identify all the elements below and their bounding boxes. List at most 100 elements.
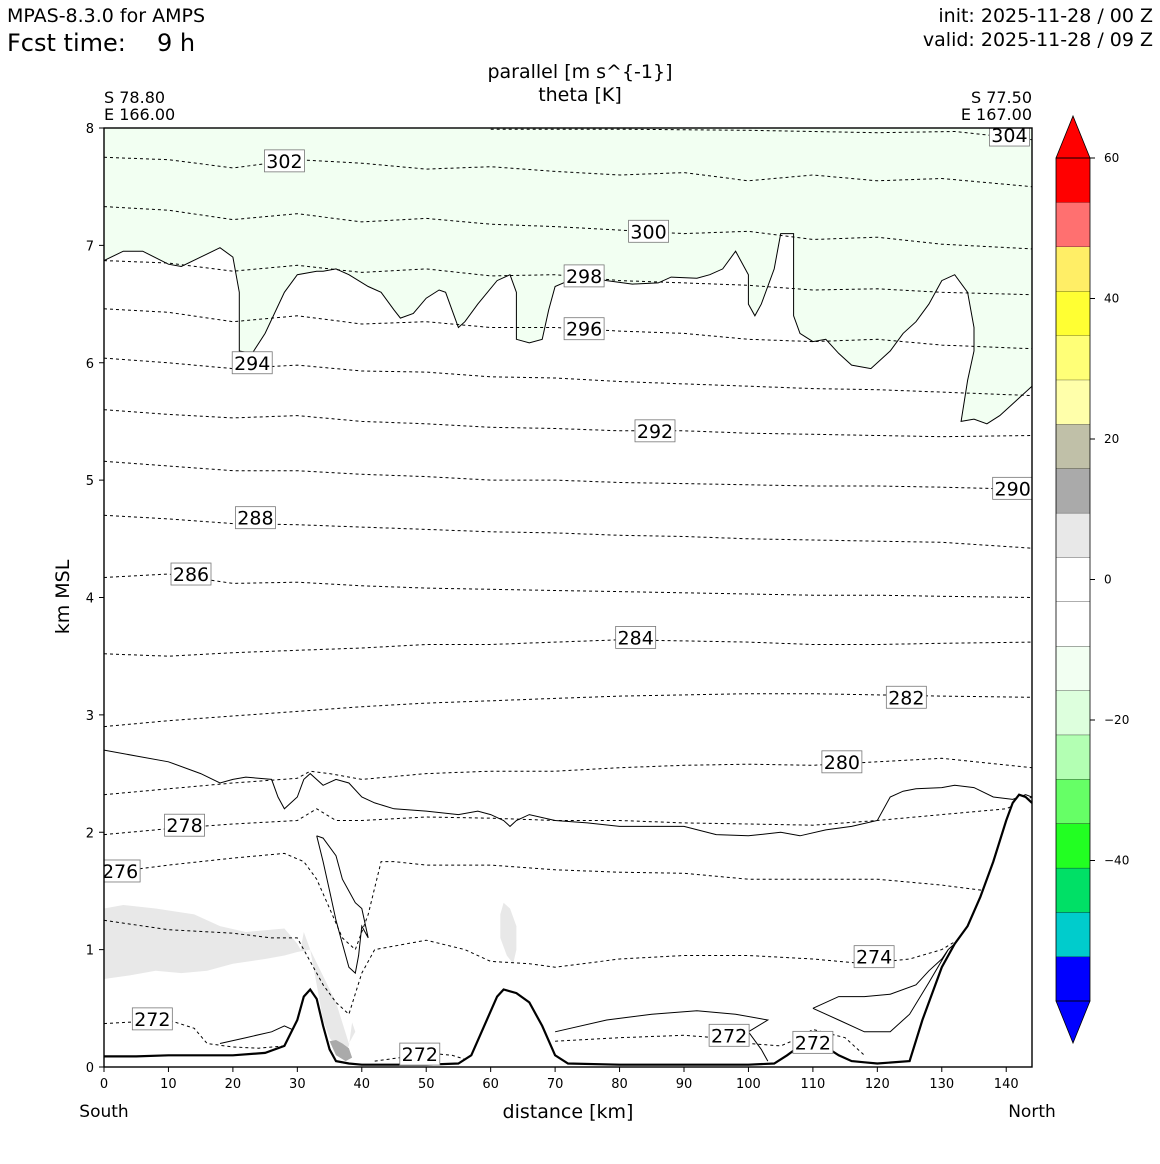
- x-tick-label-130: 130: [929, 1077, 954, 1092]
- theta-label-text: 278: [166, 815, 202, 837]
- theta-contour-276-14: [104, 852, 987, 951]
- theta-label-text: 272: [795, 1032, 831, 1054]
- theta-label-box: [821, 750, 863, 774]
- colorbar-bin-12: [1056, 424, 1090, 469]
- theta-label-box: [992, 476, 1032, 500]
- theta-label-box: [235, 506, 276, 530]
- theta-label-16: 272: [131, 1007, 173, 1031]
- theta-contour-272-18: [374, 1052, 472, 1062]
- theta-label-7: 290: [992, 476, 1032, 500]
- south-label: South: [79, 1102, 128, 1122]
- theta-contour-292-6: [104, 409, 1032, 438]
- theta-label-text: 304: [991, 125, 1027, 147]
- left-end-lon: E 166.00: [104, 105, 175, 124]
- theta-label-box: [231, 351, 273, 375]
- colorbar-bin-9: [1056, 557, 1090, 602]
- theta-label-text: 294: [234, 353, 270, 375]
- theta-contour-298-3: [104, 260, 1032, 296]
- x-tick-label-90: 90: [676, 1077, 693, 1092]
- theta-label-text: 272: [402, 1044, 438, 1066]
- y-axis-label: km MSL: [52, 559, 74, 634]
- colorbar-bin-1: [1056, 912, 1090, 957]
- x-axis-label: distance [km]: [503, 1101, 634, 1123]
- theta-contour-278-13: [104, 796, 1032, 836]
- forecast-time-value: 9 h: [157, 29, 195, 57]
- theta-label-box: [164, 813, 205, 837]
- terrain-line: [104, 793, 1032, 1066]
- theta-contour-302-1: [104, 156, 1032, 188]
- shaded-region-2: [500, 902, 517, 964]
- theta-label-box: [131, 1007, 173, 1031]
- colorbar-bin-16: [1056, 246, 1090, 292]
- theta-contour-290-7: [104, 460, 1032, 490]
- colorbar-bin-15: [1056, 291, 1090, 336]
- colorbar-bin-3: [1056, 823, 1090, 868]
- shaded-region-3: [329, 1040, 353, 1062]
- theta-label-14: 276: [102, 859, 141, 883]
- theta-label-4: 294: [231, 351, 273, 375]
- colorbar-bin-8: [1056, 601, 1090, 647]
- theta-label-6: 292: [634, 419, 676, 443]
- theta-label-10: 284: [615, 626, 657, 649]
- y-tick-label-6: 6: [86, 357, 94, 372]
- theta-label-text: 272: [134, 1009, 170, 1031]
- theta-label-1: 300: [628, 219, 669, 243]
- y-tick-label-5: 5: [86, 474, 94, 489]
- theta-label-layer: 302 300 298 296 294 304 292 290 288 286 284 282 280 2…: [102, 125, 1032, 1066]
- colorbar-bin-14: [1056, 335, 1090, 380]
- colorbar: −40 −20 0 20 40 60: [1055, 114, 1129, 1045]
- colorbar-bin-10: [1056, 512, 1090, 558]
- theta-label-17: 272: [708, 1023, 750, 1047]
- colorbar-tick-label--40: −40: [1104, 854, 1129, 868]
- north-label: North: [1008, 1102, 1056, 1122]
- model-title: MPAS-8.3.0 for AMPS: [7, 5, 205, 27]
- theta-label-box: [170, 562, 212, 586]
- colorbar-bin-2: [1056, 867, 1090, 913]
- plot-area: 302 300 298 296 294 304 292 290 288 286 284 282 280 2…: [102, 125, 1032, 1067]
- y-tick-label-1: 1: [86, 944, 94, 959]
- colorbar-bin-7: [1056, 646, 1090, 691]
- x-tick-label-60: 60: [482, 1077, 499, 1092]
- theta-contour-282-11: [104, 693, 1032, 728]
- x-tick-label-20: 20: [225, 1077, 242, 1092]
- shaded-region-1: [104, 905, 356, 1056]
- theta-label-5: 304: [989, 125, 1030, 147]
- theta-label-box: [989, 128, 1030, 147]
- forecast-time-label: Fcst time:: [7, 29, 126, 57]
- x-tick-label-40: 40: [354, 1077, 371, 1092]
- theta-label-15: 274: [853, 945, 895, 969]
- theta-label-text: 276: [102, 861, 138, 883]
- theta-label-19: 272: [399, 1042, 441, 1066]
- theta-label-text: 274: [856, 947, 892, 969]
- theta-contour-284-10: [104, 639, 1032, 657]
- theta-label-2: 298: [563, 264, 605, 288]
- theta-label-13: 278: [164, 813, 205, 837]
- x-tick-label-140: 140: [994, 1077, 1019, 1092]
- theta-label-text: 286: [173, 564, 209, 586]
- colorbar-tick-label-40: 40: [1104, 292, 1119, 306]
- theta-label-box: [563, 317, 605, 341]
- theta-label-9: 286: [170, 562, 212, 586]
- theta-label-text: 272: [711, 1025, 747, 1047]
- x-tick-label-70: 70: [547, 1077, 564, 1092]
- x-tick-label-110: 110: [800, 1077, 825, 1092]
- terrain-layer: [104, 793, 1032, 1067]
- theta-label-11: 282: [885, 685, 927, 709]
- theta-label-box: [563, 264, 605, 288]
- colorbar-bin-0: [1056, 956, 1090, 1001]
- x-tick-label-100: 100: [736, 1077, 761, 1092]
- x-tick-label-30: 30: [289, 1077, 306, 1092]
- colorbar-tick-label-60: 60: [1104, 151, 1119, 165]
- theta-label-box: [264, 149, 305, 173]
- colorbar-bin-5: [1056, 734, 1090, 780]
- theta-label-8: 288: [235, 506, 276, 530]
- chart-title-line2: theta [K]: [538, 84, 622, 106]
- theta-label-box: [399, 1042, 441, 1066]
- colorbar-bin-11: [1056, 468, 1090, 513]
- y-tick-label-4: 4: [86, 592, 94, 607]
- theta-label-box: [628, 219, 669, 243]
- colorbar-bin-18: [1056, 158, 1090, 203]
- theta-label-box: [853, 945, 895, 969]
- theta-contour-296-4: [104, 308, 1032, 350]
